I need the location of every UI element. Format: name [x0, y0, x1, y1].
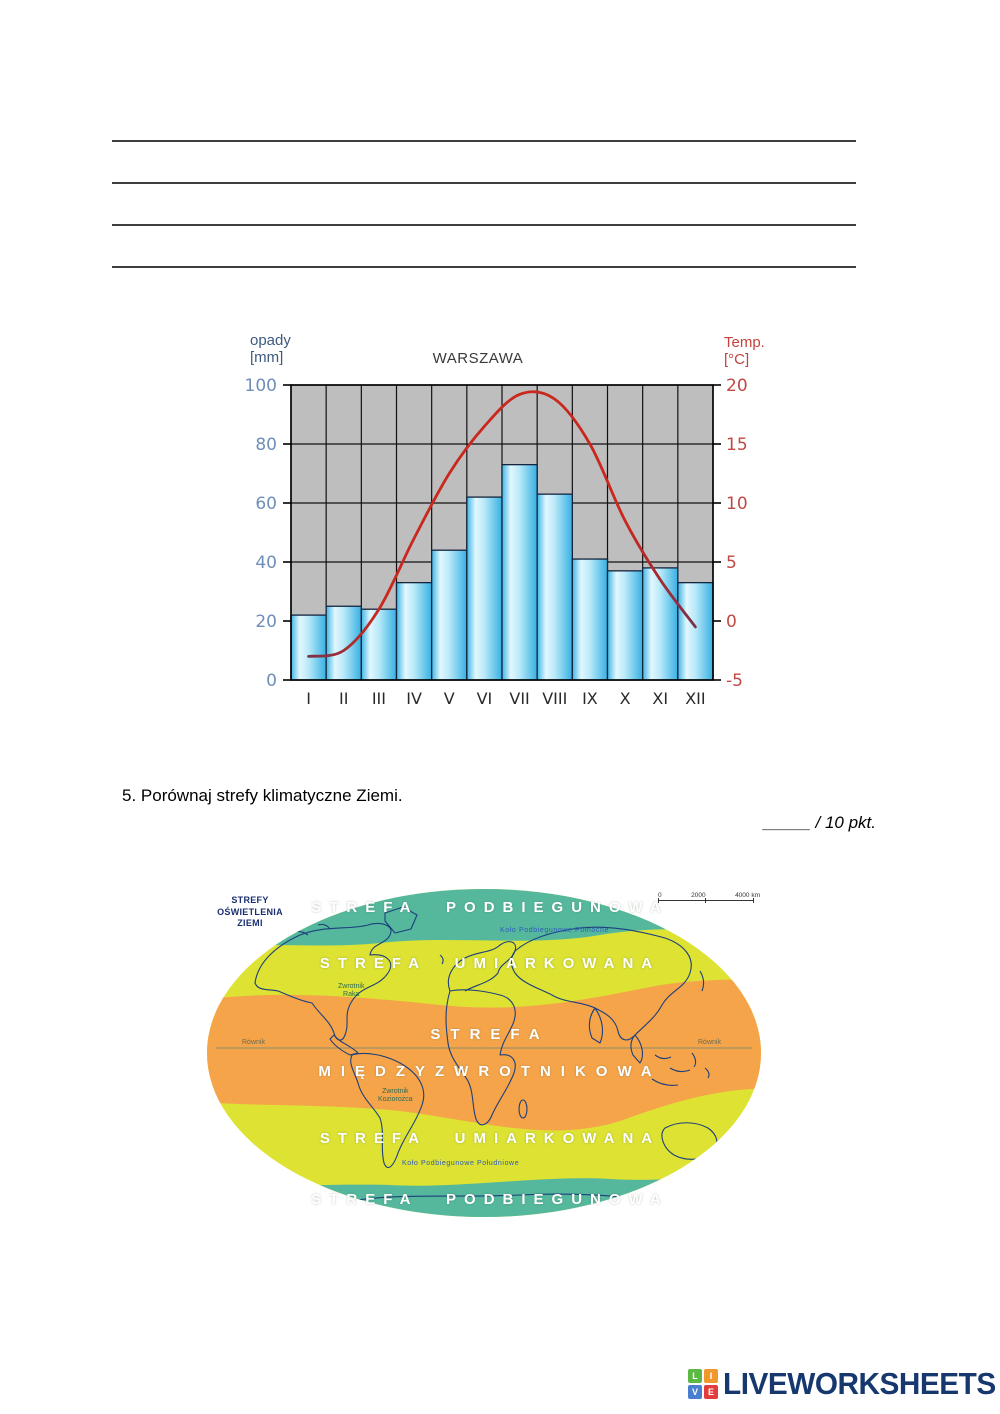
temp-tick-label: 15: [726, 435, 748, 455]
precip-tick-label: 60: [255, 494, 277, 514]
tropical-zone-band: [207, 977, 761, 1131]
precip-bar-I: [290, 614, 327, 681]
month-label: VII: [509, 689, 529, 708]
month-label: IV: [406, 689, 422, 708]
answer-line[interactable]: [112, 140, 856, 142]
precip-bar-X: [606, 570, 644, 681]
precip-tick-label: 40: [255, 553, 277, 573]
tropic-of-cancer-label: Zwrotnik Raka: [338, 983, 365, 999]
precip-bar-V: [431, 549, 468, 681]
month-label: VI: [477, 689, 493, 708]
precip-tick-label: 80: [255, 435, 277, 455]
tropic-of-capricorn-label: Zwrotnik Koziorożca: [378, 1088, 413, 1104]
precip-bar-VI: [466, 496, 503, 681]
climate-zones-map: STREFY OŚWIETLENIA ZIEMI 0 2000 4000 km …: [200, 883, 780, 1223]
equator-label-left: Równik: [242, 1039, 265, 1046]
precipitation-axis-label: opady [mm]: [250, 332, 291, 367]
logo-tile-l: L: [688, 1369, 702, 1383]
precip-bar-XII: [677, 581, 714, 681]
precip-tick-label: 0: [266, 671, 277, 691]
zone-label-polar-north: STREFA PODBIEGUNOWA: [311, 899, 669, 916]
precip-bar-IV: [395, 581, 433, 681]
question-5-points: _____ / 10 pkt.: [763, 813, 876, 832]
logo-tile-v: V: [688, 1385, 702, 1399]
zone-label-polar-south: STREFA PODBIEGUNOWA: [311, 1191, 669, 1208]
temp-tick-label: 10: [726, 494, 748, 514]
precip-bar-II: [325, 605, 362, 681]
temp-tick-label: 5: [726, 553, 737, 573]
climograph-warszawa: opady [mm] WARSZAWA Temp. [°C]: [238, 328, 778, 720]
precip-bar-XI: [642, 567, 679, 681]
month-label: XI: [652, 689, 668, 708]
answer-line[interactable]: [112, 182, 856, 184]
liveworksheets-logo[interactable]: L I V E LIVEWORKSHEETS: [688, 1366, 1000, 1402]
liveworksheets-logo-icon: L I V E: [688, 1369, 718, 1399]
month-label: I: [306, 689, 311, 708]
month-label: II: [339, 689, 348, 708]
month-label: V: [444, 689, 455, 708]
precip-bar-VIII: [536, 493, 573, 681]
map-title: STREFY OŚWIETLENIA ZIEMI: [217, 895, 283, 929]
answer-line[interactable]: [112, 224, 856, 226]
temperature-line: [307, 390, 697, 658]
logo-tile-i: I: [704, 1369, 718, 1383]
temp-tick-label: 20: [726, 376, 748, 396]
logo-tile-e: E: [704, 1385, 718, 1399]
liveworksheets-logo-text: LIVEWORKSHEETS: [723, 1366, 996, 1401]
month-label: VIII: [542, 689, 567, 708]
precip-bar-III: [360, 608, 398, 681]
zone-label-temperate-south: STREFA UMIARKOWANA: [319, 1130, 661, 1147]
question-5-text: 5. Porównaj strefy klimatyczne Ziemi.: [122, 786, 403, 805]
zone-label-tropical-2: MIĘDZYZWROTNIKOWA: [318, 1063, 662, 1080]
answer-line[interactable]: [112, 266, 856, 268]
precip-tick-label: 20: [255, 612, 277, 632]
equator-label-right: Równik: [698, 1039, 721, 1046]
chart-title: WARSZAWA: [432, 350, 524, 367]
temperature-axis-label: Temp. [°C]: [724, 334, 765, 369]
month-label: III: [372, 689, 386, 708]
precip-bar-IX: [571, 558, 609, 681]
precip-tick-label: 100: [245, 376, 277, 396]
arctic-circle-label: Koło Podbiegunowe Północne: [500, 927, 610, 934]
temp-tick-label: -5: [726, 671, 743, 691]
map-scale-bar: 0 2000 4000 km: [658, 892, 766, 905]
month-label: IX: [582, 689, 598, 708]
precip-bar-VII: [501, 463, 538, 681]
antarctic-circle-label: Koło Podbiegunowe Południowe: [402, 1160, 520, 1167]
month-label: XII: [685, 689, 705, 708]
zone-label-temperate-north: STREFA UMIARKOWANA: [319, 955, 661, 972]
world-map-svg: [207, 889, 761, 1217]
temp-tick-label: 0: [726, 612, 737, 632]
zone-label-tropical-1: STREFA: [430, 1026, 550, 1043]
month-label: X: [620, 689, 631, 708]
